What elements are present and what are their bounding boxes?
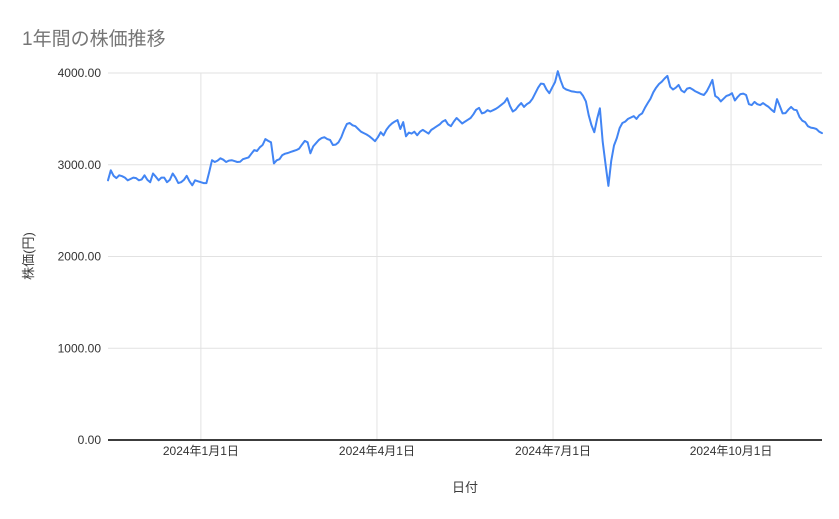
gridlines-layer: [108, 72, 822, 440]
x-axis-title: 日付: [452, 480, 478, 495]
y-tick-label: 0.00: [78, 433, 102, 447]
tick-labels-layer: 0.00 1000.00 2000.00 3000.00 4000.00 2024年1月1…: [58, 66, 773, 458]
chart-title: 1年間の株価推移: [22, 28, 166, 50]
y-axis-title: 株価(円): [21, 232, 36, 280]
price-line: [107, 70, 823, 187]
y-tick-label: 4000.00: [58, 66, 102, 80]
y-tick-label: 3000.00: [58, 158, 102, 172]
x-tick-label: 2024年4月1日: [339, 444, 415, 458]
y-tick-label: 1000.00: [58, 341, 102, 355]
y-tick-label: 2000.00: [58, 250, 102, 264]
x-tick-label: 2024年7月1日: [515, 444, 591, 458]
x-tick-label: 2024年1月1日: [163, 444, 239, 458]
series-layer: [107, 70, 823, 187]
x-tick-label: 2024年10月1日: [690, 444, 773, 458]
